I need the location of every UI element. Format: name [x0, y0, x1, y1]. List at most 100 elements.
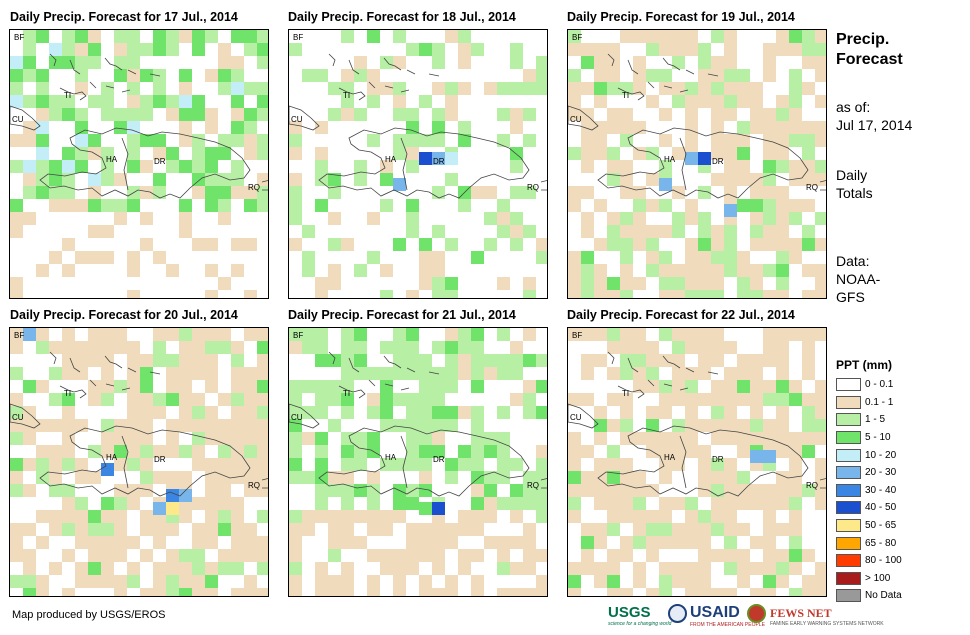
precip-cell	[218, 549, 231, 562]
precip-cell	[179, 134, 192, 147]
precip-cell	[568, 30, 581, 43]
precip-cell	[620, 341, 633, 354]
precip-cell	[114, 328, 127, 341]
precip-cell	[568, 510, 581, 523]
precip-cell	[659, 354, 672, 367]
precip-cell	[685, 510, 698, 523]
precip-cell	[471, 341, 484, 354]
precip-cell	[685, 575, 698, 588]
precip-cell	[205, 264, 218, 277]
precip-cell	[205, 432, 218, 445]
precip-cell	[166, 354, 179, 367]
totals-line1: Daily	[836, 167, 868, 183]
precip-cell	[724, 264, 737, 277]
precip-cell	[205, 523, 218, 536]
precip-cell	[328, 471, 341, 484]
precip-cell	[315, 354, 328, 367]
precip-cell	[471, 186, 484, 199]
precip-cell	[62, 95, 75, 108]
legend-label: 40 - 50	[865, 502, 897, 514]
precip-cell	[114, 536, 127, 549]
precip-cell	[101, 523, 114, 536]
precip-cell	[218, 341, 231, 354]
precip-cell	[367, 406, 380, 419]
precip-cell	[341, 575, 354, 588]
precip-cell	[659, 471, 672, 484]
precip-cell	[698, 510, 711, 523]
precip-cell	[49, 341, 62, 354]
precip-cell	[140, 367, 153, 380]
map-label-ti: TI	[343, 389, 350, 398]
precip-cell	[497, 108, 510, 121]
precip-cell	[62, 458, 75, 471]
precip-cell	[302, 380, 315, 393]
precip-cell	[594, 134, 607, 147]
precip-cell	[776, 160, 789, 173]
precip-cell	[568, 277, 581, 290]
precip-cell	[341, 458, 354, 471]
precip-cell	[510, 367, 523, 380]
precip-cell	[724, 406, 737, 419]
precip-cell	[776, 549, 789, 562]
precip-cell	[257, 458, 268, 471]
precip-cell	[367, 393, 380, 406]
precip-cell	[179, 549, 192, 562]
precip-cell	[419, 432, 432, 445]
precip-cell	[62, 497, 75, 510]
precip-cell	[179, 30, 192, 43]
precip-cell	[244, 380, 257, 393]
precip-cell	[432, 277, 445, 290]
precip-cell	[659, 251, 672, 264]
precip-cell	[646, 251, 659, 264]
precip-cell	[114, 588, 127, 596]
precip-cell-heavy	[419, 502, 432, 515]
precip-cell	[432, 264, 445, 277]
precip-cell	[419, 264, 432, 277]
precip-cell	[484, 238, 497, 251]
map-label-ha: HA	[106, 453, 118, 462]
precip-cell	[607, 419, 620, 432]
precip-cell	[698, 212, 711, 225]
precip-cell	[75, 147, 88, 160]
precip-cell	[432, 536, 445, 549]
precip-cell	[445, 575, 458, 588]
coastline-path	[617, 385, 645, 399]
precip-cell	[380, 56, 393, 69]
precip-cell	[776, 419, 789, 432]
precip-cell	[536, 510, 547, 523]
precip-cell	[776, 523, 789, 536]
precip-cell	[536, 458, 547, 471]
precip-cell	[685, 341, 698, 354]
precip-cell	[776, 186, 789, 199]
precip-cell	[607, 497, 620, 510]
precip-cell	[659, 393, 672, 406]
precip-cell	[620, 393, 633, 406]
precip-cell	[75, 562, 88, 575]
precip-cell	[659, 290, 672, 298]
precip-cell	[445, 354, 458, 367]
precip-cell	[23, 562, 36, 575]
map-label-dr: DR	[433, 157, 445, 166]
precip-cell	[75, 523, 88, 536]
precip-cell	[244, 445, 257, 458]
precip-cell	[75, 82, 88, 95]
precip-cell	[672, 212, 685, 225]
precip-cell	[536, 251, 547, 264]
precip-cell	[776, 147, 789, 160]
precip-cell	[153, 95, 166, 108]
precip-cell	[497, 562, 510, 575]
precip-cell	[523, 406, 536, 419]
precip-cell	[257, 510, 268, 523]
precip-cell	[75, 108, 88, 121]
precip-cell	[594, 471, 607, 484]
precip-cell	[289, 471, 302, 484]
precip-cell	[231, 549, 244, 562]
precip-cell	[607, 82, 620, 95]
precip-cell	[406, 445, 419, 458]
precip-cell	[406, 341, 419, 354]
precip-cell	[380, 523, 393, 536]
precip-cell	[776, 290, 789, 298]
precip-cell	[471, 523, 484, 536]
precip-cell	[724, 341, 737, 354]
